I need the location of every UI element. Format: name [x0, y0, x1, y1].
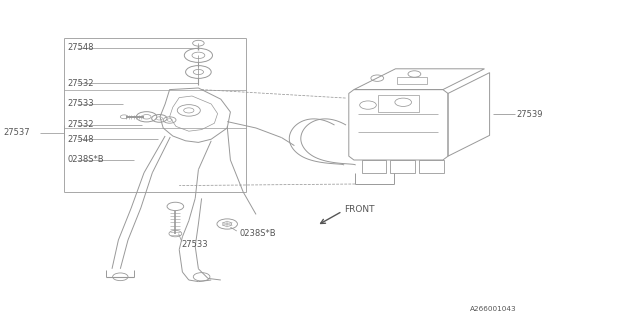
- Text: FRONT: FRONT: [344, 205, 375, 214]
- Text: A266001043: A266001043: [470, 306, 517, 312]
- Text: 0238S*B: 0238S*B: [67, 156, 104, 164]
- Text: 27548: 27548: [67, 44, 93, 52]
- Text: 27533: 27533: [182, 240, 209, 249]
- Text: 27532: 27532: [67, 79, 93, 88]
- Text: 27537: 27537: [3, 128, 30, 137]
- Text: 27548: 27548: [67, 135, 93, 144]
- Text: 27532: 27532: [67, 120, 93, 129]
- Text: 0238S*B: 0238S*B: [240, 229, 276, 238]
- Text: 27539: 27539: [516, 110, 543, 119]
- Text: 27533: 27533: [67, 100, 94, 108]
